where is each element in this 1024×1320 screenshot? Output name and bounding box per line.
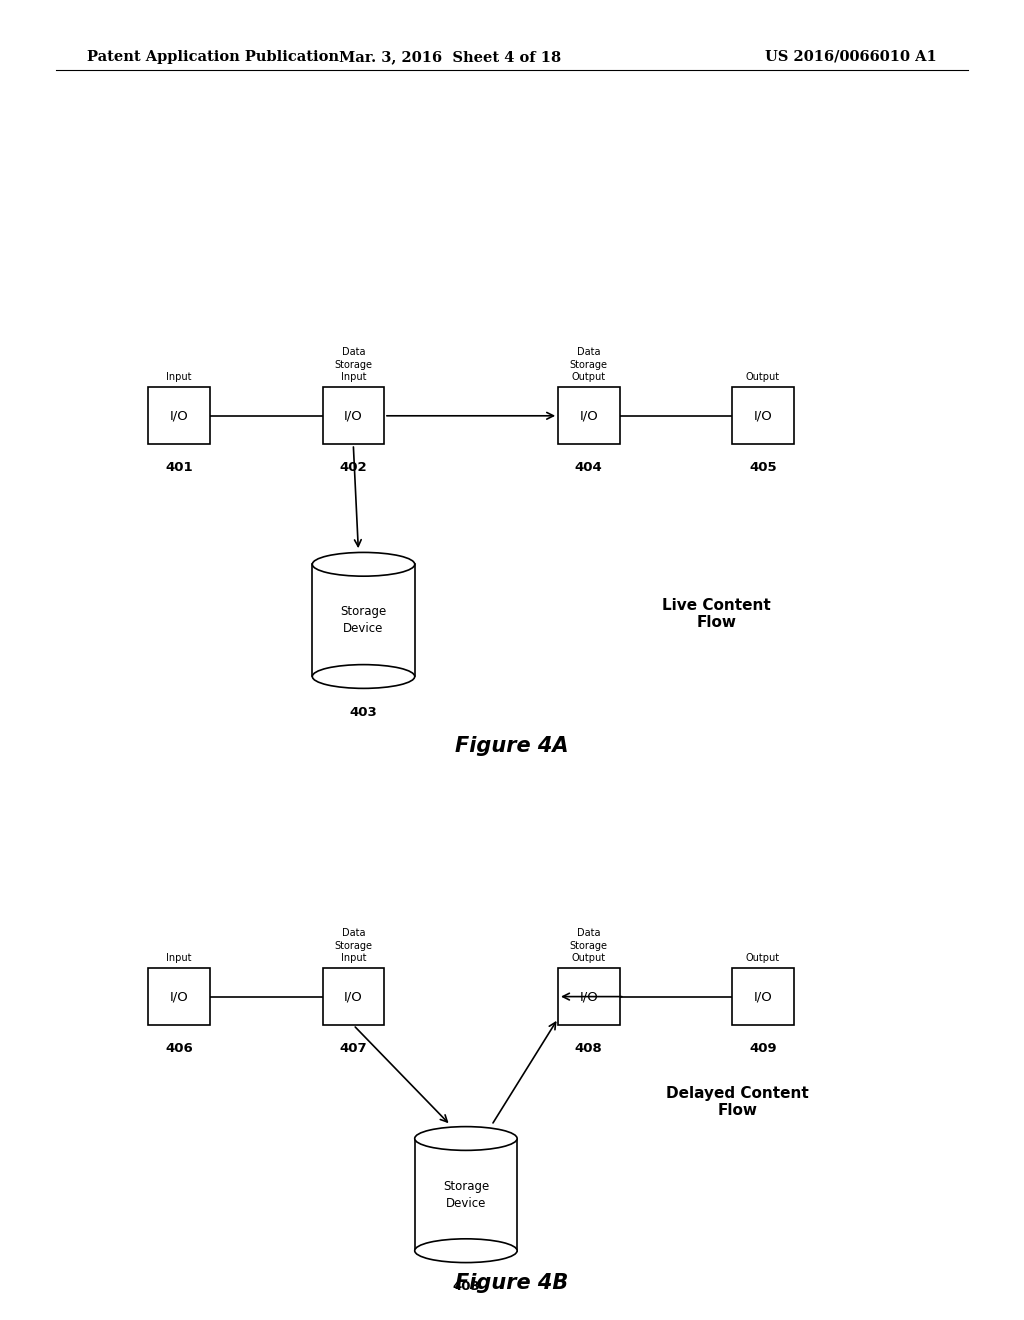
Text: Output: Output: [745, 953, 780, 964]
Bar: [148, 387, 210, 444]
Text: I/O: I/O: [170, 409, 188, 422]
Bar: [732, 969, 794, 1024]
Text: 407: 407: [340, 1043, 367, 1055]
Text: Data
Storage
Output: Data Storage Output: [569, 347, 608, 383]
Bar: [323, 969, 384, 1024]
Ellipse shape: [312, 552, 415, 576]
Text: 406: 406: [165, 1043, 194, 1055]
Text: Data
Storage
Input: Data Storage Input: [334, 347, 373, 383]
Bar: [558, 387, 620, 444]
Text: 403: 403: [349, 705, 378, 718]
Text: 402: 402: [340, 461, 367, 474]
Text: I/O: I/O: [580, 990, 598, 1003]
Text: Data
Storage
Output: Data Storage Output: [569, 928, 608, 964]
Bar: [312, 565, 415, 676]
Ellipse shape: [415, 1238, 517, 1262]
Text: I/O: I/O: [344, 409, 362, 422]
Text: Mar. 3, 2016  Sheet 4 of 18: Mar. 3, 2016 Sheet 4 of 18: [340, 50, 561, 63]
Text: I/O: I/O: [170, 990, 188, 1003]
Bar: [415, 1138, 517, 1251]
Text: US 2016/0066010 A1: US 2016/0066010 A1: [765, 50, 937, 63]
Bar: [558, 969, 620, 1024]
Ellipse shape: [312, 664, 415, 688]
Text: 405: 405: [750, 461, 776, 474]
Text: 403: 403: [452, 1280, 480, 1292]
Text: I/O: I/O: [754, 990, 772, 1003]
Text: 409: 409: [750, 1043, 776, 1055]
Text: Live Content
Flow: Live Content Flow: [663, 598, 771, 630]
Text: I/O: I/O: [580, 409, 598, 422]
Text: 404: 404: [574, 461, 603, 474]
Text: Figure 4B: Figure 4B: [456, 1272, 568, 1294]
Text: Figure 4A: Figure 4A: [456, 735, 568, 756]
Bar: [323, 387, 384, 444]
Text: Input: Input: [167, 372, 191, 383]
Text: Delayed Content
Flow: Delayed Content Flow: [666, 1086, 809, 1118]
Text: Output: Output: [745, 372, 780, 383]
Ellipse shape: [415, 1126, 517, 1150]
Text: I/O: I/O: [754, 409, 772, 422]
Text: 401: 401: [166, 461, 193, 474]
Text: Storage
Device: Storage Device: [442, 1180, 489, 1209]
Bar: [732, 387, 794, 444]
Text: 408: 408: [574, 1043, 603, 1055]
Text: Patent Application Publication: Patent Application Publication: [87, 50, 339, 63]
Text: I/O: I/O: [344, 990, 362, 1003]
Text: Input: Input: [167, 953, 191, 964]
Bar: [148, 969, 210, 1024]
Text: Data
Storage
Input: Data Storage Input: [334, 928, 373, 964]
Text: Storage
Device: Storage Device: [340, 606, 387, 635]
